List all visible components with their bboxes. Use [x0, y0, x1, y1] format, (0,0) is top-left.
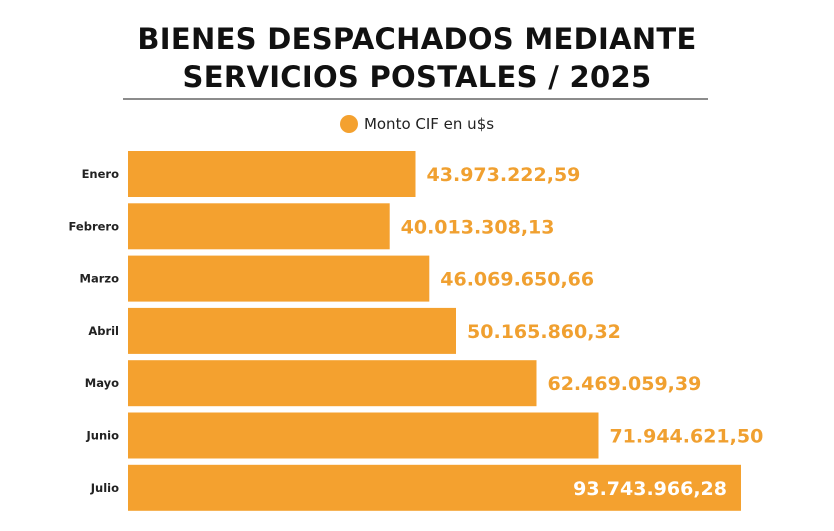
title-divider: [123, 98, 708, 100]
category-label: Enero: [82, 167, 120, 181]
chart-title: BIENES DESPACHADOS MEDIANTE SERVICIOS PO…: [0, 20, 834, 96]
bar: [128, 255, 430, 302]
bar: [128, 151, 416, 197]
bar: [128, 360, 537, 407]
category-label: Julio: [90, 481, 119, 495]
category-label: Febrero: [69, 219, 120, 233]
value-label: 62.469.059,39: [547, 373, 701, 395]
category-label: Junio: [86, 429, 120, 443]
legend-swatch: [339, 115, 358, 133]
value-label: 40.013.308,13: [401, 216, 555, 238]
bar: [128, 412, 599, 459]
category-label: Abril: [88, 324, 119, 338]
value-label: 46.069.650,66: [440, 269, 594, 291]
value-label: 93.743.966,28: [573, 478, 727, 500]
bar: [128, 307, 456, 354]
chart-title-line-2: SERVICIOS POSTALES / 2025: [182, 60, 652, 94]
bar: [128, 203, 390, 250]
value-label: 50.165.860,32: [467, 321, 621, 343]
value-label: 43.973.222,59: [427, 164, 581, 186]
legend-label: Monto CIF en u$s: [363, 115, 495, 133]
category-label: Mayo: [85, 376, 119, 390]
value-label: 71.944.621,50: [609, 426, 763, 448]
legend: Monto CIF en u$s: [0, 112, 834, 136]
bar: [128, 464, 741, 511]
category-label: Marzo: [80, 272, 120, 286]
chart-title-line-1: BIENES DESPACHADOS MEDIANTE: [137, 22, 697, 56]
